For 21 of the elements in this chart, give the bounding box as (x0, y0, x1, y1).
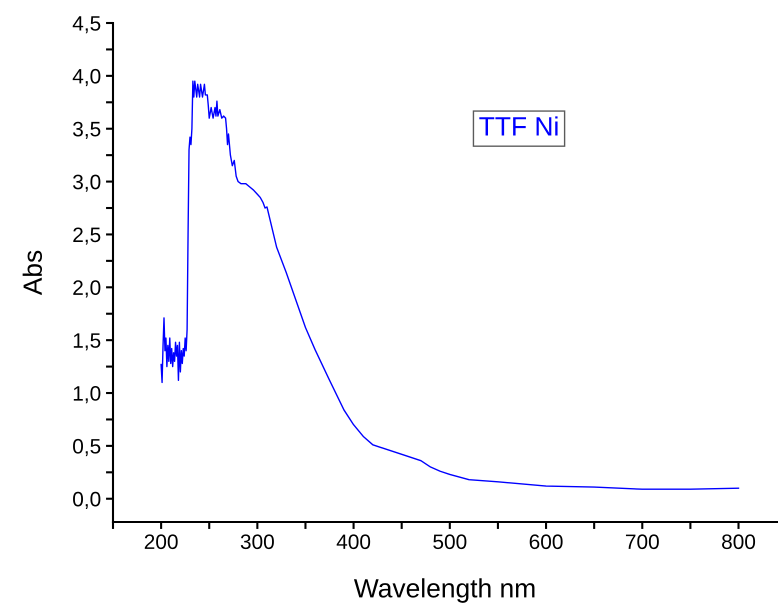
y-tick-label: 0,0 (73, 492, 100, 509)
x-tick-label: 400 (336, 534, 370, 550)
x-axis-title: Wavelength nm (354, 578, 534, 603)
text: TTF Ni (479, 116, 558, 136)
x-tick-label: 300 (240, 534, 274, 550)
x-tick-label: 200 (144, 534, 178, 550)
y-tick-label: 0,5 (73, 438, 100, 456)
y-axis-title: Abs (22, 250, 42, 296)
y-tick-label: 4,0 (72, 68, 100, 86)
y-tick-label: 3,0 (73, 174, 100, 192)
y-tick-label: 3,5 (73, 122, 100, 139)
y-tick-label: 1,0 (74, 386, 100, 404)
y-tick-label: 1,5 (74, 333, 100, 350)
x-tick-label: 700 (626, 534, 659, 550)
x-tick-label: 600 (530, 534, 563, 550)
x-tick-label: 800 (722, 534, 756, 550)
x-tick-label: 500 (433, 534, 466, 550)
line-series (160, 80, 740, 490)
y-tick-label: 4,5 (72, 16, 100, 34)
y-tick-label: 2,5 (73, 227, 100, 245)
y-tick-label: 2,0 (73, 280, 100, 298)
